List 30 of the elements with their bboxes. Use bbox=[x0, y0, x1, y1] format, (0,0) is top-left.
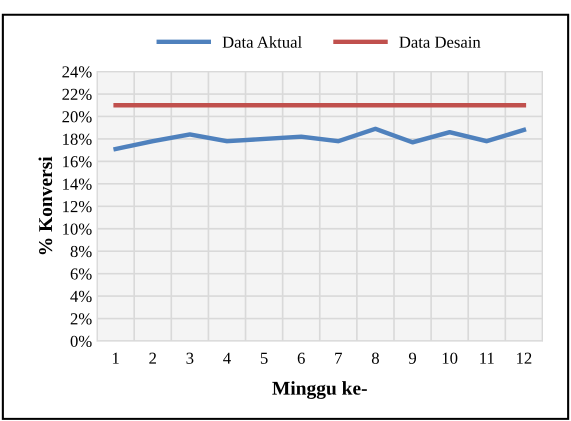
x-tick-label: 11 bbox=[480, 352, 494, 364]
x-tick-label: 10 bbox=[442, 352, 458, 364]
y-tick-label: 14% bbox=[63, 178, 92, 190]
x-tick-label: 3 bbox=[186, 352, 194, 364]
y-tick-label: 20% bbox=[62, 111, 92, 122]
legend-label: Data Aktual bbox=[222, 36, 302, 48]
y-tick-label: 24% bbox=[62, 66, 92, 78]
x-tick-label: 4 bbox=[223, 352, 231, 364]
y-tick-label: 8% bbox=[70, 246, 92, 258]
y-tick-label: 22% bbox=[62, 88, 92, 100]
y-tick-label: 16% bbox=[63, 156, 92, 168]
y-axis-title: % Konversi bbox=[38, 156, 52, 254]
y-tick-label: 0% bbox=[70, 336, 92, 348]
x-tick-label: 9 bbox=[408, 352, 416, 364]
y-tick-label: 6% bbox=[70, 268, 92, 280]
x-tick-label: 8 bbox=[372, 352, 379, 364]
y-tick-label: 4% bbox=[70, 290, 92, 302]
y-tick-label: 2% bbox=[70, 313, 92, 325]
legend-label: Data Desain bbox=[399, 36, 480, 48]
x-tick-label: 12 bbox=[517, 352, 532, 364]
x-tick-label: 7 bbox=[335, 352, 342, 364]
x-tick-label: 6 bbox=[298, 352, 305, 364]
x-tick-label: 2 bbox=[149, 352, 156, 364]
y-tick-label: 18% bbox=[63, 134, 92, 145]
x-tick-label: 5 bbox=[260, 352, 268, 364]
y-tick-label: 12% bbox=[63, 200, 92, 212]
x-tick-label: 1 bbox=[112, 352, 119, 364]
y-tick-label: 10% bbox=[63, 223, 92, 235]
x-axis-title: Minggu ke- bbox=[272, 381, 367, 399]
line-series bbox=[113, 126, 526, 152]
